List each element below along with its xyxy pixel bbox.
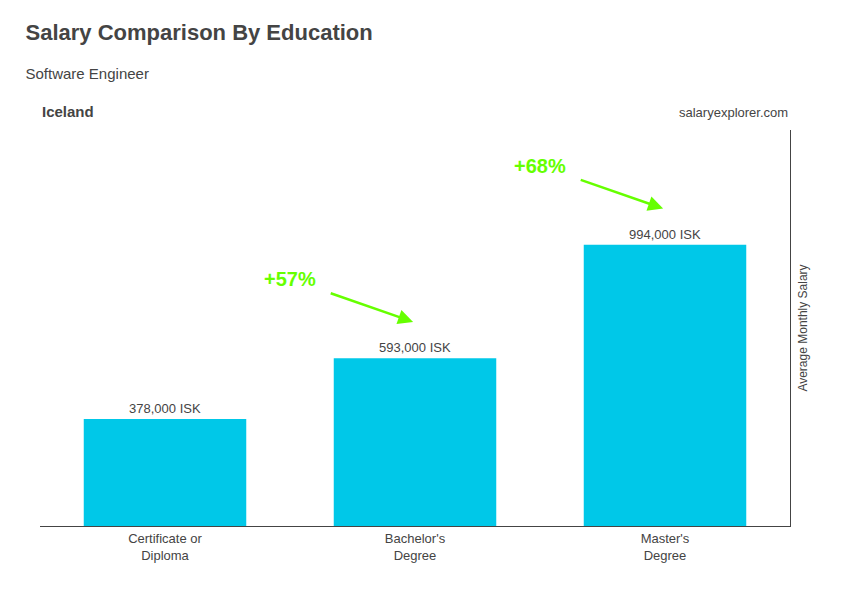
svg-text:593,000 ISK: 593,000 ISK <box>379 340 451 355</box>
svg-text:Bachelor'sDegree: Bachelor'sDegree <box>385 531 446 563</box>
svg-text:+68%: +68% <box>514 155 566 177</box>
svg-text:Salary Comparison By Education: Salary Comparison By Education <box>26 20 373 45</box>
svg-text:salaryexplorer.com: salaryexplorer.com <box>679 105 788 120</box>
svg-text:378,000 ISK: 378,000 ISK <box>129 401 201 416</box>
svg-text:Average Monthly Salary: Average Monthly Salary <box>796 264 810 391</box>
svg-text:Iceland: Iceland <box>42 103 94 120</box>
svg-text:Master'sDegree: Master'sDegree <box>641 531 690 563</box>
svg-text:994,000 ISK: 994,000 ISK <box>629 227 701 242</box>
svg-text:Certificate orDiploma: Certificate orDiploma <box>128 531 202 563</box>
svg-text:Software Engineer: Software Engineer <box>26 65 149 82</box>
svg-text:+57%: +57% <box>264 268 316 290</box>
